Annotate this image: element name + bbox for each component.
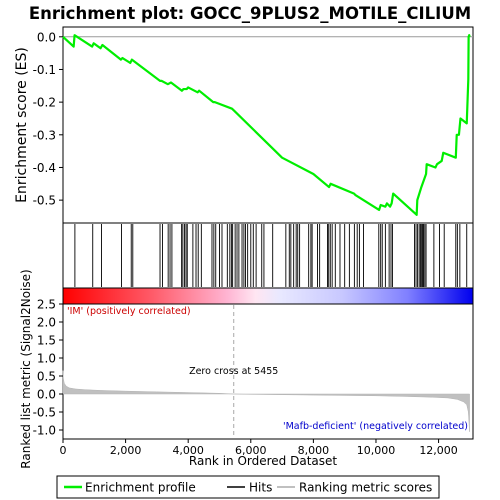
es-y-tick-label: -0.4 bbox=[33, 161, 56, 175]
x-tick-label: 4,000 bbox=[172, 444, 204, 457]
x-axis: 0 2,000 4,000 6,000 8,000 10,000 12,000 bbox=[60, 439, 458, 457]
ranking-metric-panel: Zero cross at 5455 'IM' (positively corr… bbox=[19, 269, 474, 469]
zero-cross-annotation: Zero cross at 5455 bbox=[189, 366, 278, 377]
metric-y-axis: 2.5 2.0 1.5 1.0 0.5 0.0 -0.5 -1.0 bbox=[33, 298, 63, 438]
metric-y-tick-label: 1.5 bbox=[37, 334, 56, 348]
rank-color-bar bbox=[62, 287, 474, 305]
es-y-tick-label: -0.2 bbox=[33, 96, 56, 110]
negative-correlation-label: 'Mafb-deficient' (negatively correlated) bbox=[283, 421, 468, 432]
x-tick-label: 0 bbox=[60, 444, 67, 457]
metric-y-tick-label: -1.0 bbox=[33, 424, 56, 438]
x-axis-label: Rank in Ordered Dataset bbox=[189, 454, 337, 468]
legend-box bbox=[56, 475, 440, 499]
ranking-metric-area bbox=[62, 370, 470, 432]
x-tick-label: 6,000 bbox=[235, 444, 267, 457]
enrichment-profile-line bbox=[62, 34, 471, 216]
legend-profile-label: Enrichment profile bbox=[85, 481, 196, 495]
metric-y-tick-label: 2.0 bbox=[37, 316, 56, 330]
legend: Enrichment profile Hits Ranking metric s… bbox=[56, 475, 440, 499]
hits-panel bbox=[62, 222, 474, 305]
x-tick-label: 12,000 bbox=[419, 444, 458, 457]
metric-plot-frame bbox=[62, 303, 474, 440]
es-y-tick-label: -0.3 bbox=[33, 128, 56, 142]
metric-y-tick-label: -0.5 bbox=[33, 406, 56, 420]
es-y-tick-label: -0.1 bbox=[33, 63, 56, 77]
enrichment-score-panel: 0.0 -0.1 -0.2 -0.3 -0.4 -0.5 Enrichment score… bbox=[14, 26, 474, 224]
hits-frame bbox=[62, 222, 474, 289]
legend-metric-label: Ranking metric scores bbox=[299, 481, 432, 495]
x-tick-label: 8,000 bbox=[298, 444, 330, 457]
metric-y-axis-label: Ranked list metric (Signal2Noise) bbox=[19, 269, 33, 468]
es-y-tick-label: 0.0 bbox=[37, 30, 56, 44]
es-plot-frame bbox=[62, 26, 474, 224]
x-tick-label: 10,000 bbox=[357, 444, 396, 457]
metric-y-tick-label: 0.5 bbox=[37, 370, 56, 384]
hit-marks bbox=[74, 224, 468, 287]
x-tick-label: 2,000 bbox=[110, 444, 142, 457]
metric-y-tick-label: 0.0 bbox=[37, 388, 56, 402]
positive-correlation-label: 'IM' (positively correlated) bbox=[67, 306, 191, 317]
es-y-tick-label: -0.5 bbox=[33, 194, 56, 208]
metric-y-tick-label: 1.0 bbox=[37, 352, 56, 366]
metric-y-tick-label: 2.5 bbox=[37, 298, 56, 312]
legend-hits-label: Hits bbox=[249, 481, 272, 495]
es-y-axis: 0.0 -0.1 -0.2 -0.3 -0.4 -0.5 bbox=[33, 30, 63, 208]
es-y-axis-label: Enrichment score (ES) bbox=[14, 47, 30, 203]
chart-title: Enrichment plot: GOCC_9PLUS2_MOTILE_CILI… bbox=[29, 4, 471, 23]
